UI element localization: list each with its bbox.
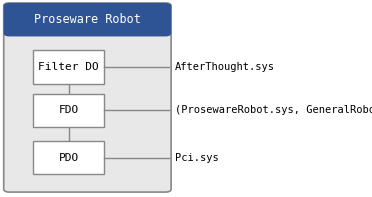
FancyBboxPatch shape — [4, 3, 171, 36]
Text: (ProsewareRobot.sys, GeneralRobot.sys): (ProsewareRobot.sys, GeneralRobot.sys) — [175, 105, 372, 115]
Bar — [33, 50, 104, 84]
Bar — [33, 141, 104, 174]
Text: FDO: FDO — [59, 105, 79, 115]
FancyBboxPatch shape — [4, 3, 171, 192]
Text: PDO: PDO — [59, 153, 79, 163]
Text: Pci.sys: Pci.sys — [175, 153, 219, 163]
Text: Proseware Robot: Proseware Robot — [34, 13, 141, 26]
Bar — [9, 20, 166, 33]
Text: AfterThought.sys: AfterThought.sys — [175, 62, 275, 72]
Bar — [33, 94, 104, 127]
Text: Filter DO: Filter DO — [38, 62, 99, 72]
